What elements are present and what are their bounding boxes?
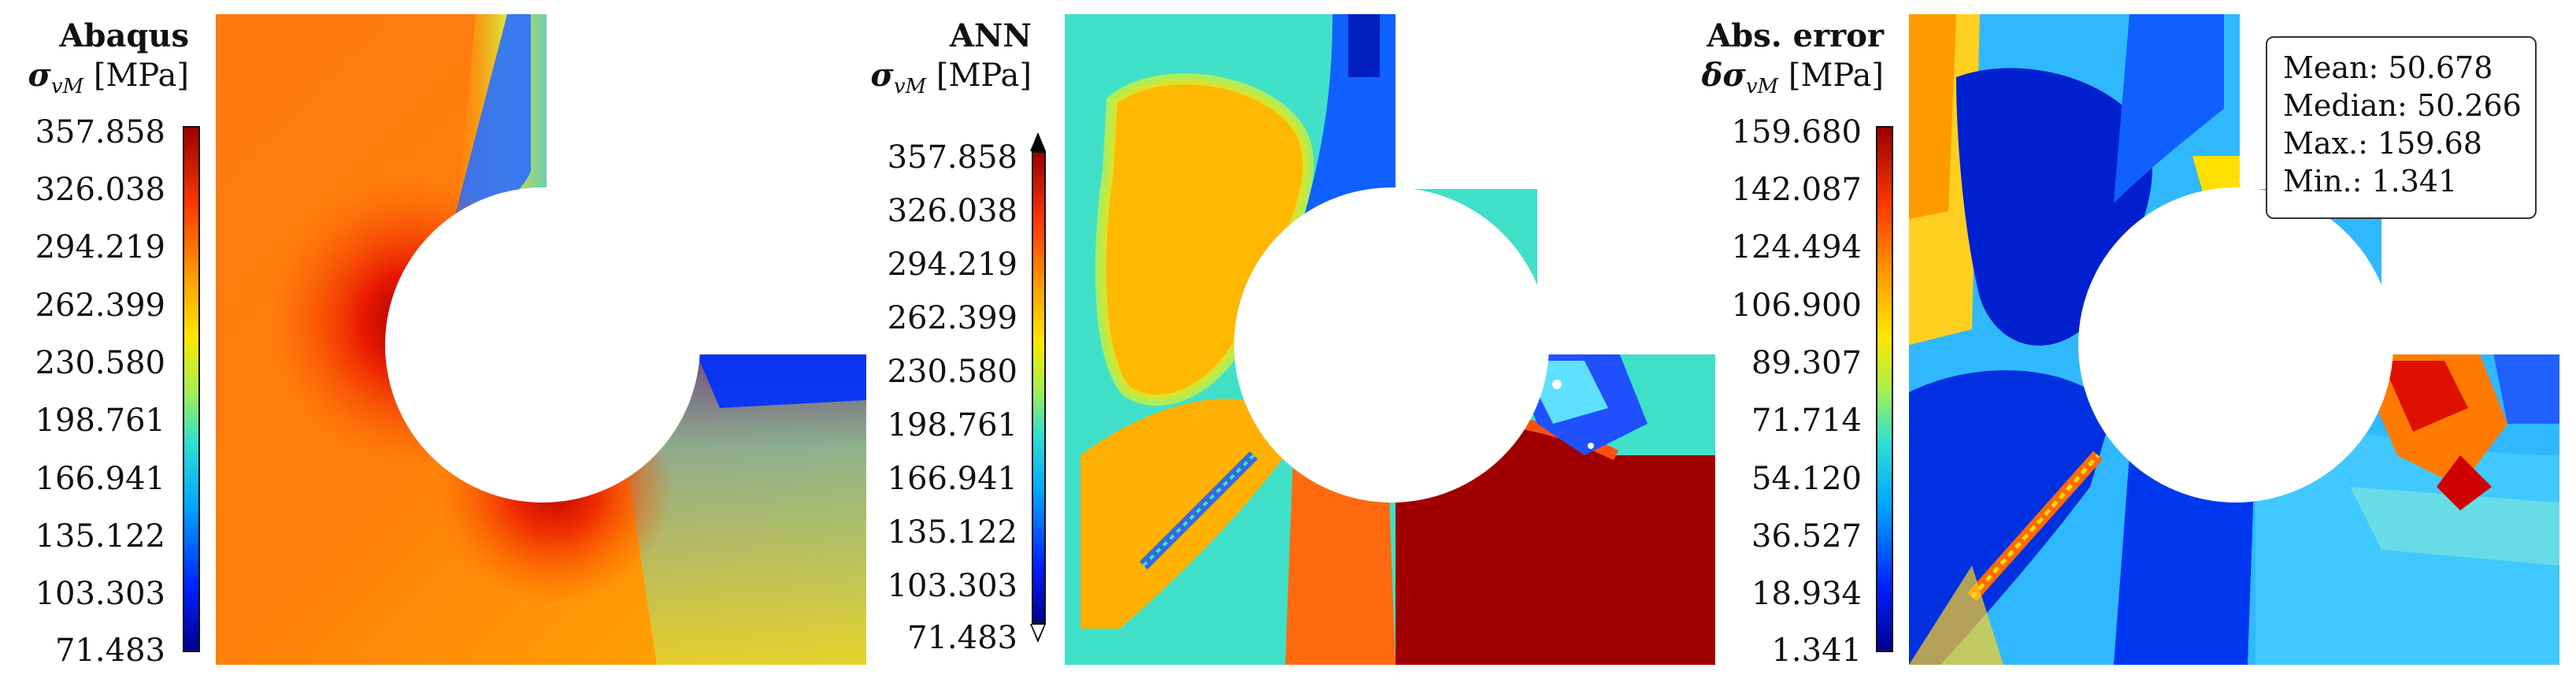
colorbar-tick-label: 198.761 — [35, 402, 165, 439]
colorbar-tick-label: 1.341 — [1771, 632, 1862, 669]
colorbar-tick-label: 142.087 — [1731, 172, 1862, 208]
stress-field-ann — [1065, 14, 1715, 665]
colorbar-tick-label: 159.680 — [1731, 114, 1862, 150]
panel-abaqus: Abaqus σvM [MPa] 357.858 326.038 294.219… — [0, 0, 866, 690]
colorbar-tick-label: 357.858 — [35, 114, 165, 150]
error-statistics-box: Mean: 50.678 Median: 50.266 Max.: 159.68… — [2266, 36, 2537, 219]
colorbar-tick-label: 103.303 — [887, 568, 1017, 604]
colorbar-tick-label: 106.900 — [1731, 288, 1862, 324]
colorbar-tick-label: 230.580 — [887, 354, 1017, 390]
colorbar-tick-label: 294.219 — [35, 229, 165, 265]
colorbar-tick-label: 262.399 — [35, 288, 165, 324]
panel-title: ANN — [949, 17, 1032, 54]
colorbar-tick-label: 71.483 — [907, 620, 1017, 656]
unit-subscript: vM — [893, 75, 927, 98]
panel-title: Abs. error — [1707, 17, 1884, 54]
colorbar-min-arrow-inner — [1032, 625, 1044, 639]
stat-min: Min.: 1.341 — [2283, 164, 2458, 198]
panel-ann: ANN σvM [MPa] 357.858 326.038 294.219 26… — [851, 0, 1717, 690]
unit-subscript: vM — [1745, 75, 1779, 98]
unit-text: [MPa] — [1788, 58, 1884, 94]
colorbar-tick-label: 262.399 — [887, 300, 1017, 336]
colorbar-tick-label: 89.307 — [1751, 345, 1862, 381]
colorbar-tick-label: 294.219 — [887, 247, 1017, 283]
colorbar-tick-label: 166.941 — [35, 461, 165, 497]
colorbar-tick-label: 124.494 — [1731, 229, 1862, 265]
panel-abs-error: Abs. error δσvM [MPa] 159.680 142.087 12… — [1701, 0, 2576, 690]
colorbar — [183, 126, 200, 652]
stat-max: Max.: 159.68 — [2283, 126, 2482, 161]
colorbar-tick-label: 326.038 — [887, 193, 1017, 229]
stat-median: Median: 50.266 — [2283, 88, 2522, 123]
colorbar-tick-label: 230.580 — [35, 345, 165, 381]
colorbar-tick-label: 357.858 — [887, 139, 1017, 176]
colorbar-tick-label: 71.714 — [1751, 402, 1862, 439]
colorbar-tick-label: 135.122 — [35, 518, 165, 555]
colorbar — [1876, 126, 1893, 652]
colorbar-tick-label: 71.483 — [55, 632, 165, 669]
unit-text: [MPa] — [93, 58, 189, 94]
unit-symbol: σ — [28, 57, 51, 94]
colorbar-max-arrow — [1030, 132, 1046, 151]
unit-symbol: δσ — [1701, 57, 1746, 94]
colorbar-unit-label: σvM [MPa] — [0, 57, 189, 106]
stat-mean: Mean: 50.678 — [2283, 50, 2493, 85]
unit-subscript: vM — [50, 75, 84, 98]
colorbar-tick-label: 36.527 — [1751, 518, 1862, 555]
unit-symbol: σ — [870, 57, 894, 94]
colorbar-tick-label: 135.122 — [887, 514, 1017, 551]
unit-text: [MPa] — [936, 58, 1032, 94]
colorbar-unit-label: σvM [MPa] — [851, 57, 1032, 106]
colorbar-tick-label: 54.120 — [1751, 461, 1862, 497]
stress-field-abaqus — [216, 14, 866, 665]
colorbar-tick-label: 198.761 — [887, 407, 1017, 443]
colorbar-tick-label: 103.303 — [35, 576, 165, 612]
colorbar — [1032, 151, 1046, 624]
colorbar-unit-label: δσvM [MPa] — [1701, 57, 1884, 106]
colorbar-tick-label: 326.038 — [35, 172, 165, 208]
colorbar-tick-label: 18.934 — [1751, 576, 1862, 612]
panel-title: Abaqus — [59, 17, 190, 54]
colorbar-tick-label: 166.941 — [887, 461, 1017, 497]
